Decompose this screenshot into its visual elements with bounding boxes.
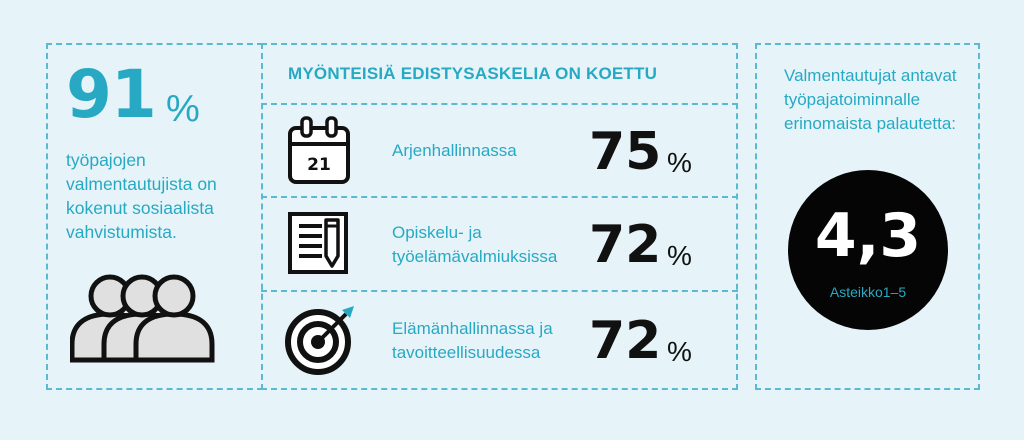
row-percent: % bbox=[667, 336, 692, 367]
divider bbox=[261, 196, 738, 198]
score-circle: 4,3 Asteikko1–5 bbox=[788, 170, 948, 330]
big-percentage-number: 91 bbox=[66, 56, 157, 133]
target-icon bbox=[284, 302, 358, 381]
feedback-description: Valmentautujat antavat työpajatoiminnall… bbox=[784, 64, 974, 136]
divider bbox=[261, 290, 738, 292]
score-value: 4,3 bbox=[814, 201, 922, 271]
feedback-line: Valmentautujat antavat bbox=[784, 66, 957, 85]
row-percent: % bbox=[667, 240, 692, 271]
middle-panel bbox=[261, 43, 738, 390]
row-label: Opiskelu- ja työelämävalmiuksissa bbox=[392, 221, 557, 269]
calendar-icon: 21 bbox=[286, 116, 352, 191]
description-line: vahvistumista. bbox=[66, 222, 177, 242]
document-pencil-icon bbox=[288, 212, 350, 281]
section-header: MYÖNTEISIÄ EDISTYSASKELIA ON KOETTU bbox=[288, 64, 658, 83]
calendar-day-text: 21 bbox=[307, 155, 331, 175]
row-percent: % bbox=[667, 147, 692, 178]
row-label-line: Elämänhallinnassa ja bbox=[392, 319, 553, 338]
right-panel bbox=[755, 43, 980, 390]
row-label-line: Opiskelu- ja bbox=[392, 223, 482, 242]
description-line: valmentautujista on bbox=[66, 174, 217, 194]
description-line: kokenut sosiaalista bbox=[66, 198, 214, 218]
row-label: Elämänhallinnassa ja tavoitteellisuudess… bbox=[392, 317, 553, 365]
feedback-line: työpajatoiminnalle bbox=[784, 90, 921, 109]
row-value: 75 bbox=[589, 122, 662, 182]
row-label-line: tavoitteellisuudessa bbox=[392, 343, 541, 362]
row-value: 72 bbox=[589, 215, 662, 275]
feedback-line: erinomaista palautetta: bbox=[784, 114, 956, 133]
percent-sign: % bbox=[166, 88, 200, 130]
row-label-line: Arjenhallinnassa bbox=[392, 141, 517, 160]
row-label: Arjenhallinnassa bbox=[392, 139, 517, 163]
people-group-icon bbox=[69, 272, 220, 369]
divider bbox=[261, 103, 738, 105]
row-label-line: työelämävalmiuksissa bbox=[392, 247, 558, 266]
row-value: 72 bbox=[589, 311, 662, 371]
description-line: työpajojen bbox=[66, 150, 146, 170]
left-description: työpajojen valmentautujista on kokenut s… bbox=[66, 148, 266, 244]
score-scale: Asteikko1–5 bbox=[829, 284, 907, 300]
